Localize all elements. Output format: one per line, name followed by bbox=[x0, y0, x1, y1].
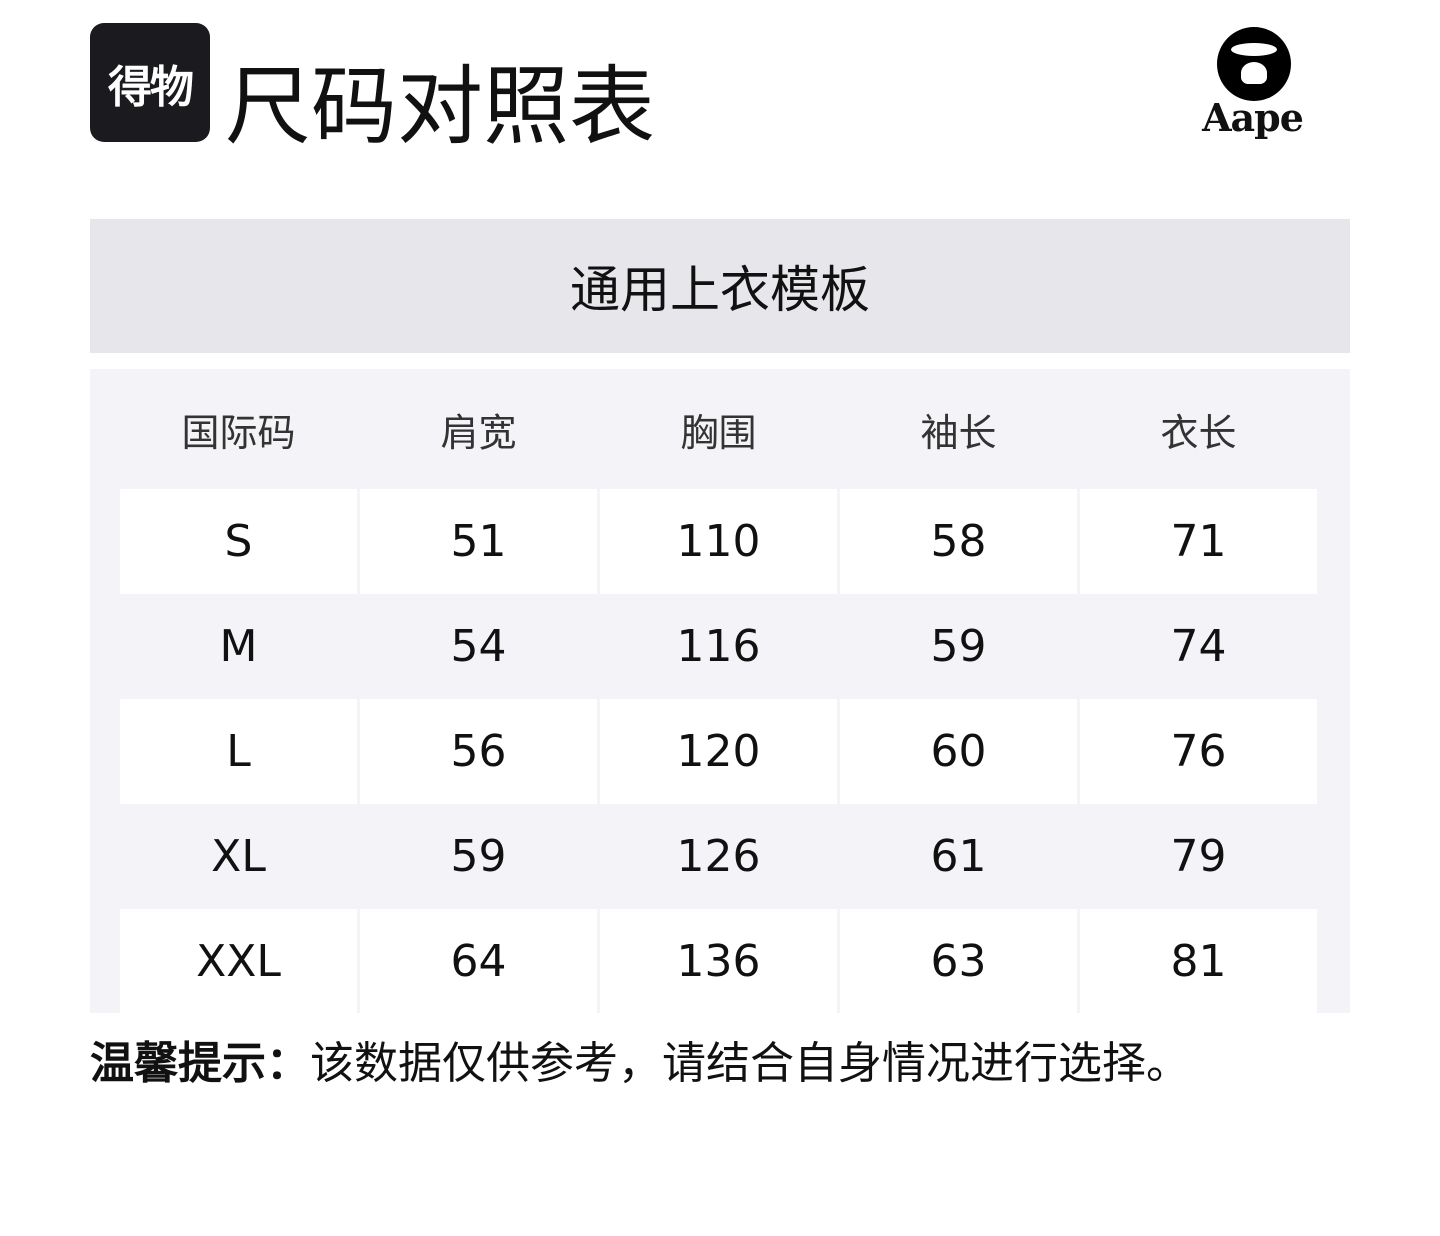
table-cell: 136 bbox=[600, 909, 837, 1014]
table-row: L 56 120 60 76 bbox=[120, 699, 1320, 804]
table-cell: 59 bbox=[930, 621, 987, 672]
table-row: M 54 116 59 74 bbox=[120, 594, 1320, 699]
tip-note: 温馨提示：该数据仅供参考，请结合自身情况进行选择。 bbox=[90, 1032, 1190, 1096]
table-cell: XL bbox=[211, 831, 266, 882]
table-cell: 74 bbox=[1170, 621, 1227, 672]
table-cell: L bbox=[120, 699, 357, 804]
column-header: 袖长 bbox=[920, 410, 997, 455]
page-title: 尺码对照表 bbox=[225, 57, 655, 157]
table-cell: 81 bbox=[1080, 909, 1317, 1014]
table-cell: 51 bbox=[360, 489, 597, 594]
table-cell: 116 bbox=[676, 621, 761, 672]
table-row: S 51 110 58 71 bbox=[120, 489, 1320, 594]
table-cell: M bbox=[219, 621, 258, 672]
table-cell: 60 bbox=[840, 699, 1077, 804]
tip-label: 温馨提示： bbox=[90, 1038, 310, 1089]
table-cell: S bbox=[120, 489, 357, 594]
dewu-logo: 得物 bbox=[90, 23, 210, 142]
table-cell: 54 bbox=[450, 621, 507, 672]
aape-brand-logo: Aape bbox=[1195, 25, 1310, 145]
table-row: XXL 64 136 63 81 bbox=[120, 909, 1320, 1014]
table-row: XL 59 126 61 79 bbox=[120, 804, 1320, 909]
table-cell: 126 bbox=[676, 831, 761, 882]
size-table: 国际码 肩宽 胸围 袖长 衣长 S 51 110 58 71 M 54 116 59 74 L 56 120 60 7… bbox=[90, 369, 1350, 1014]
column-header: 肩宽 bbox=[440, 410, 517, 455]
table-cell: 64 bbox=[360, 909, 597, 1014]
column-header: 国际码 bbox=[181, 410, 296, 455]
table-cell: XXL bbox=[120, 909, 357, 1014]
table-cell: 76 bbox=[1080, 699, 1317, 804]
tip-text: 该数据仅供参考，请结合自身情况进行选择。 bbox=[310, 1038, 1190, 1089]
table-cell: 63 bbox=[840, 909, 1077, 1014]
table-cell: 79 bbox=[1170, 831, 1227, 882]
table-cell: 71 bbox=[1080, 489, 1317, 594]
column-header: 衣长 bbox=[1160, 410, 1237, 455]
table-cell: 120 bbox=[600, 699, 837, 804]
table-cell: 61 bbox=[930, 831, 987, 882]
logo-text: 得物 bbox=[108, 61, 194, 113]
table-cell: 59 bbox=[450, 831, 507, 882]
table-cell: 56 bbox=[360, 699, 597, 804]
table-cell: 58 bbox=[840, 489, 1077, 594]
table-title: 通用上衣模板 bbox=[90, 219, 1350, 353]
column-header: 胸围 bbox=[680, 410, 757, 455]
table-cell: 110 bbox=[600, 489, 837, 594]
